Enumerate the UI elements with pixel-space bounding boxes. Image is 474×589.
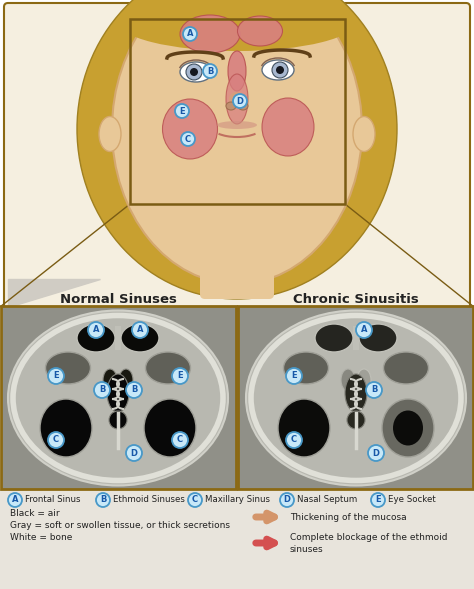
Ellipse shape <box>315 324 353 352</box>
Circle shape <box>88 322 104 338</box>
Text: D: D <box>130 448 137 458</box>
FancyBboxPatch shape <box>353 326 359 350</box>
Ellipse shape <box>237 16 283 46</box>
Circle shape <box>175 104 189 118</box>
Ellipse shape <box>99 117 121 151</box>
Text: E: E <box>179 107 185 115</box>
Ellipse shape <box>262 98 314 156</box>
Ellipse shape <box>119 369 133 391</box>
Ellipse shape <box>77 324 115 352</box>
Circle shape <box>366 382 382 398</box>
FancyBboxPatch shape <box>0 489 474 589</box>
Ellipse shape <box>353 117 375 151</box>
Circle shape <box>132 322 148 338</box>
Text: B: B <box>100 495 106 505</box>
Circle shape <box>286 368 302 384</box>
Ellipse shape <box>107 374 129 412</box>
Circle shape <box>96 493 110 507</box>
Ellipse shape <box>278 399 330 457</box>
Circle shape <box>181 132 195 146</box>
Text: E: E <box>53 372 59 380</box>
Circle shape <box>203 64 217 78</box>
Ellipse shape <box>144 399 196 457</box>
Ellipse shape <box>383 352 428 384</box>
Text: E: E <box>375 495 381 505</box>
Text: E: E <box>291 372 297 380</box>
Text: A: A <box>187 29 193 38</box>
Ellipse shape <box>8 310 228 485</box>
Circle shape <box>371 493 385 507</box>
Ellipse shape <box>357 369 371 391</box>
Text: Chronic Sinusitis: Chronic Sinusitis <box>293 293 419 306</box>
Text: C: C <box>192 495 198 505</box>
Text: A: A <box>361 326 367 335</box>
Circle shape <box>48 432 64 448</box>
Ellipse shape <box>382 399 434 457</box>
Ellipse shape <box>393 411 423 445</box>
Ellipse shape <box>246 310 466 485</box>
Circle shape <box>8 493 22 507</box>
Circle shape <box>186 64 202 80</box>
Text: Maxillary Sinus: Maxillary Sinus <box>205 495 270 505</box>
Circle shape <box>183 27 197 41</box>
Text: D: D <box>373 448 380 458</box>
Circle shape <box>368 445 384 461</box>
Circle shape <box>286 432 302 448</box>
Ellipse shape <box>163 99 218 159</box>
Circle shape <box>233 94 247 108</box>
Text: A: A <box>12 495 18 505</box>
Text: A: A <box>137 326 143 335</box>
Ellipse shape <box>238 102 248 110</box>
Text: Frontal Sinus: Frontal Sinus <box>25 495 81 505</box>
Circle shape <box>172 368 188 384</box>
Text: Complete blockage of the ethmoid: Complete blockage of the ethmoid <box>290 532 447 541</box>
Circle shape <box>94 382 110 398</box>
Ellipse shape <box>109 411 127 429</box>
Circle shape <box>272 62 288 78</box>
Ellipse shape <box>40 399 92 457</box>
Circle shape <box>356 322 372 338</box>
Text: B: B <box>131 385 137 395</box>
FancyBboxPatch shape <box>115 326 121 350</box>
Text: Eye Socket: Eye Socket <box>388 495 436 505</box>
Ellipse shape <box>180 15 240 53</box>
Text: A: A <box>93 326 99 335</box>
Text: White = bone: White = bone <box>10 534 73 542</box>
Circle shape <box>280 493 294 507</box>
FancyBboxPatch shape <box>1 306 236 489</box>
Text: Black = air: Black = air <box>10 509 60 518</box>
Text: C: C <box>177 435 183 445</box>
Text: Thickening of the mucosa: Thickening of the mucosa <box>290 512 407 521</box>
Ellipse shape <box>77 0 397 299</box>
FancyBboxPatch shape <box>238 306 473 489</box>
Text: Normal Sinuses: Normal Sinuses <box>60 293 176 306</box>
Text: D: D <box>283 495 291 505</box>
Text: C: C <box>185 134 191 144</box>
FancyBboxPatch shape <box>200 249 274 299</box>
Circle shape <box>188 493 202 507</box>
Ellipse shape <box>217 121 257 129</box>
Ellipse shape <box>228 51 246 91</box>
Polygon shape <box>8 279 100 307</box>
Ellipse shape <box>341 369 355 391</box>
Text: sinuses: sinuses <box>290 544 324 554</box>
Ellipse shape <box>226 74 248 124</box>
Ellipse shape <box>103 369 117 391</box>
Ellipse shape <box>117 0 357 51</box>
Text: Gray = soft or swollen tissue, or thick secretions: Gray = soft or swollen tissue, or thick … <box>10 521 230 531</box>
Ellipse shape <box>345 374 367 412</box>
Text: B: B <box>99 385 105 395</box>
Circle shape <box>48 368 64 384</box>
Circle shape <box>126 445 142 461</box>
Text: B: B <box>207 67 213 75</box>
Ellipse shape <box>347 411 365 429</box>
Ellipse shape <box>121 324 159 352</box>
Text: C: C <box>53 435 59 445</box>
Text: Ethmoid Sinuses: Ethmoid Sinuses <box>113 495 185 505</box>
Ellipse shape <box>229 92 245 106</box>
Text: C: C <box>291 435 297 445</box>
FancyBboxPatch shape <box>4 3 470 311</box>
Text: E: E <box>177 372 183 380</box>
Circle shape <box>190 68 198 76</box>
